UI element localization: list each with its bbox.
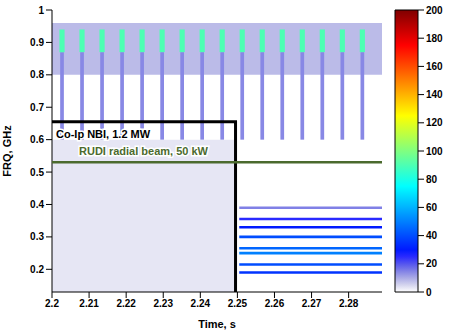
svg-text:2.28: 2.28 — [339, 298, 359, 309]
svg-text:40: 40 — [426, 230, 438, 241]
svg-text:2.23: 2.23 — [154, 298, 174, 309]
svg-text:20: 20 — [426, 258, 438, 269]
svg-text:60: 60 — [426, 202, 438, 213]
svg-text:100: 100 — [426, 146, 443, 157]
svg-text:200: 200 — [426, 5, 443, 16]
svg-text:Time, s: Time, s — [198, 318, 236, 330]
svg-text:120: 120 — [426, 117, 443, 128]
svg-text:0.7: 0.7 — [30, 102, 44, 113]
svg-text:FRQ, GHz: FRQ, GHz — [1, 125, 13, 177]
svg-text:2.26: 2.26 — [265, 298, 285, 309]
svg-text:2.24: 2.24 — [191, 298, 211, 309]
svg-text:80: 80 — [426, 174, 438, 185]
svg-text:0.4: 0.4 — [30, 199, 44, 210]
svg-text:0: 0 — [426, 287, 432, 298]
svg-text:2.27: 2.27 — [302, 298, 322, 309]
svg-text:2.21: 2.21 — [79, 298, 99, 309]
svg-text:0.5: 0.5 — [30, 167, 44, 178]
svg-text:0.6: 0.6 — [30, 134, 44, 145]
svg-text:2.2: 2.2 — [45, 298, 59, 309]
svg-text:RUDI radial beam, 50 kW: RUDI radial beam, 50 kW — [79, 145, 209, 157]
svg-text:0.9: 0.9 — [30, 37, 44, 48]
svg-text:2.22: 2.22 — [116, 298, 136, 309]
svg-text:1: 1 — [38, 5, 44, 16]
svg-text:Co-Ip NBI, 1.2 MW: Co-Ip NBI, 1.2 MW — [56, 128, 151, 140]
svg-text:160: 160 — [426, 61, 443, 72]
svg-text:2.25: 2.25 — [228, 298, 248, 309]
svg-text:0.2: 0.2 — [30, 264, 44, 275]
svg-text:0.8: 0.8 — [30, 69, 44, 80]
svg-text:140: 140 — [426, 89, 443, 100]
svg-text:180: 180 — [426, 33, 443, 44]
svg-text:0.3: 0.3 — [30, 231, 44, 242]
